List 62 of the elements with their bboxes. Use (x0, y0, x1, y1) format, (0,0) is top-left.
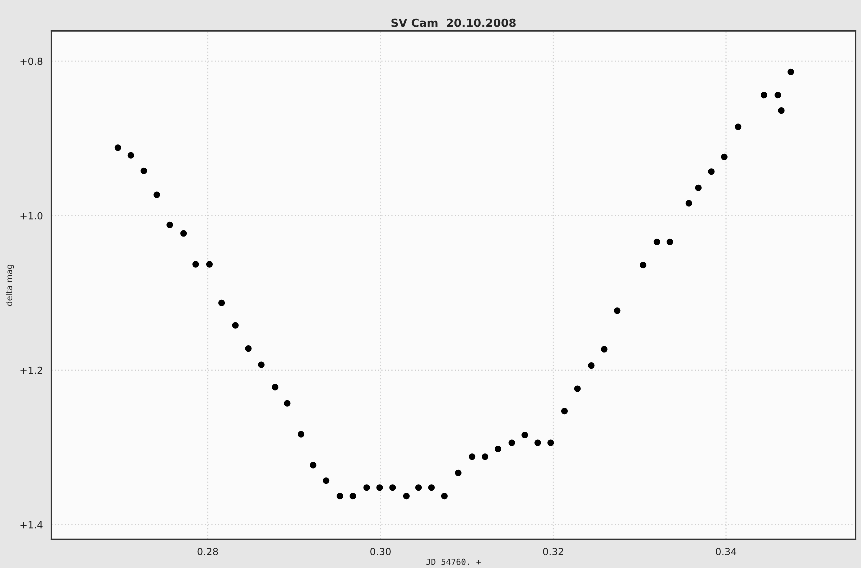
point (245, 346, 252, 352)
point (114, 144, 122, 152)
point (350, 493, 356, 500)
point (601, 346, 608, 353)
point (166, 222, 174, 228)
point (364, 484, 370, 492)
point (206, 261, 213, 268)
point (403, 493, 410, 500)
point (323, 478, 330, 484)
point (508, 440, 516, 446)
point (761, 92, 768, 99)
x-tick-label: 0.28 (198, 548, 218, 556)
point (298, 431, 305, 438)
point (180, 230, 188, 237)
point (469, 454, 476, 460)
y-tick-label: +0.8 (20, 58, 43, 66)
y-tick-label: +1.0 (20, 212, 43, 220)
point (735, 124, 742, 130)
point (455, 470, 462, 476)
point (310, 462, 317, 469)
point (390, 484, 396, 492)
point (428, 484, 435, 492)
point (441, 493, 448, 500)
x-tick-label: 0.30 (370, 548, 391, 556)
point (482, 454, 489, 460)
x-tick-label: 0.32 (543, 548, 564, 556)
point (232, 322, 239, 329)
point (774, 92, 782, 99)
point (588, 362, 595, 370)
point (695, 184, 702, 192)
point (128, 152, 134, 159)
point (640, 262, 647, 269)
point (654, 238, 660, 246)
point (666, 238, 674, 246)
point (376, 484, 384, 492)
point (534, 440, 542, 446)
point (708, 168, 715, 176)
point (218, 300, 226, 306)
point (548, 440, 554, 446)
point (284, 400, 291, 407)
chart-title: SV Cam 20.10.2008 (392, 18, 516, 28)
y-axis-title: delta mag (6, 265, 14, 306)
point (140, 168, 148, 174)
point (336, 493, 344, 500)
point (574, 386, 581, 392)
x-tick-label: 0.34 (716, 548, 737, 556)
y-tick-label: +1.4 (20, 522, 43, 529)
point (686, 200, 692, 207)
point (778, 108, 785, 114)
point (192, 261, 200, 268)
point (154, 192, 160, 198)
point (522, 432, 528, 439)
point (494, 446, 502, 452)
point (721, 154, 728, 160)
point (258, 362, 265, 368)
x-axis-title: JD 54760. + (426, 558, 481, 566)
point (788, 68, 794, 76)
y-tick-label: +1.2 (20, 366, 42, 374)
point (272, 384, 279, 391)
point (416, 484, 422, 492)
point (614, 308, 621, 314)
point (561, 408, 568, 415)
